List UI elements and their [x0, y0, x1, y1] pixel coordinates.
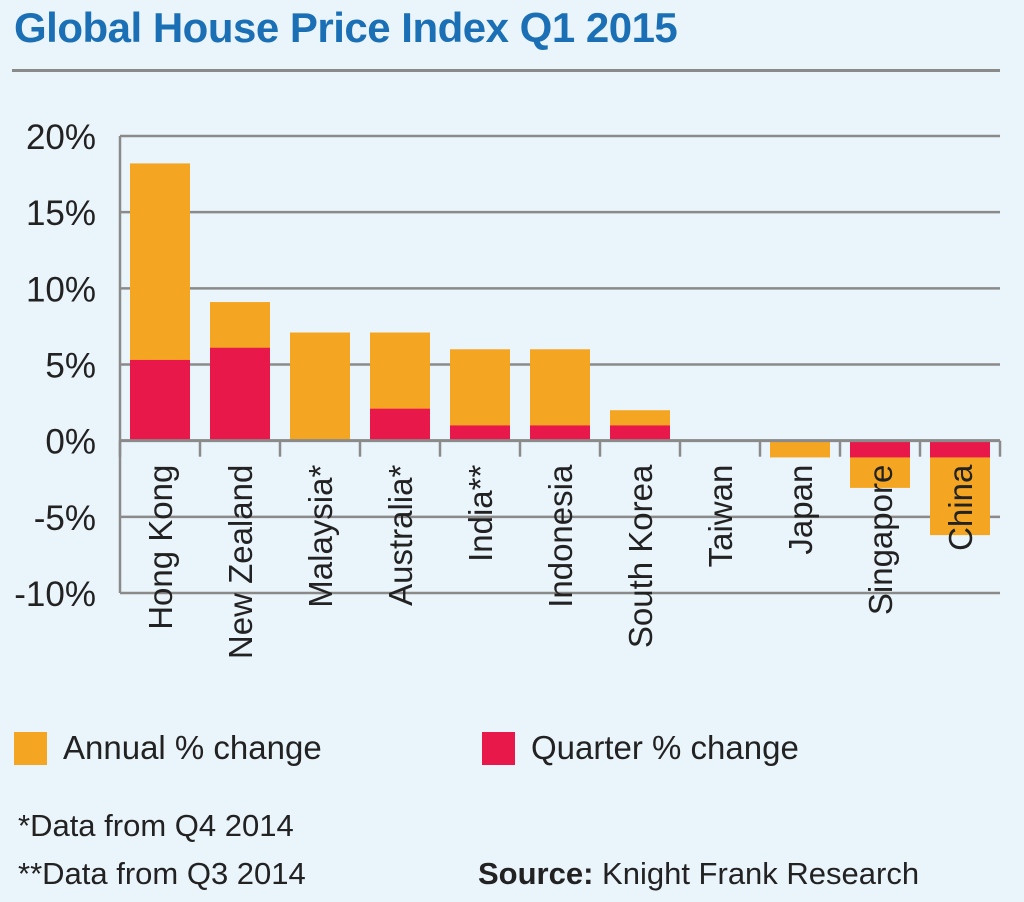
- y-tick-label: 15%: [26, 194, 96, 233]
- legend-quarter-swatch: [482, 731, 515, 765]
- category-label: Malaysia*: [302, 465, 339, 608]
- legend-annual-label: Annual % change: [63, 729, 322, 766]
- source-label: Source:: [478, 856, 594, 891]
- legend-quarter-label: Quarter % change: [531, 729, 799, 766]
- category-label: South Korea: [622, 464, 659, 648]
- legend-annual: Annual % change: [14, 728, 322, 768]
- quarter-bar-4: [450, 425, 510, 441]
- category-label: Australia*: [382, 465, 419, 606]
- legend-annual-swatch: [14, 731, 47, 765]
- legend-quarter: Quarter % change: [482, 728, 799, 768]
- category-label: Japan: [782, 465, 819, 555]
- category-label: Singapore: [862, 465, 899, 615]
- quarter-bar-6: [610, 425, 670, 441]
- category-label: China: [942, 464, 979, 551]
- footnote-q4: *Data from Q4 2014: [18, 808, 294, 843]
- annual-bar-8: [770, 440, 830, 458]
- quarter-bar-1: [210, 347, 270, 441]
- quarter-bar-5: [530, 425, 590, 441]
- y-tick-label: -10%: [14, 575, 96, 614]
- category-label: Indonesia: [542, 464, 579, 608]
- footnote-q3: **Data from Q3 2014: [18, 856, 306, 891]
- quarter-bar-0: [130, 359, 190, 441]
- quarter-bar-10: [930, 440, 990, 458]
- quarter-bar-9: [850, 440, 910, 458]
- category-label: India**: [462, 465, 499, 562]
- category-label: New Zealand: [222, 465, 259, 659]
- category-label: Hong Kong: [142, 465, 179, 630]
- y-tick-label: -5%: [34, 499, 96, 538]
- category-label: Taiwan: [702, 465, 739, 568]
- chart-title: Global House Price Index Q1 2015: [14, 4, 678, 51]
- source-credit: Source: Knight Frank Research: [478, 856, 919, 892]
- y-tick-label: 20%: [26, 118, 96, 157]
- annual-bar-2: [290, 332, 350, 441]
- quarter-bar-3: [370, 408, 430, 441]
- y-tick-label: 5%: [45, 347, 96, 386]
- source-text: Knight Frank Research: [602, 856, 920, 891]
- y-tick-label: 10%: [26, 270, 96, 309]
- bar-chart: 20% 15% 10% 5% 0% -5% -10% Hong Kong New Zealand…: [14, 118, 1002, 659]
- y-tick-label: 0%: [45, 423, 96, 462]
- title-divider: [12, 69, 1000, 72]
